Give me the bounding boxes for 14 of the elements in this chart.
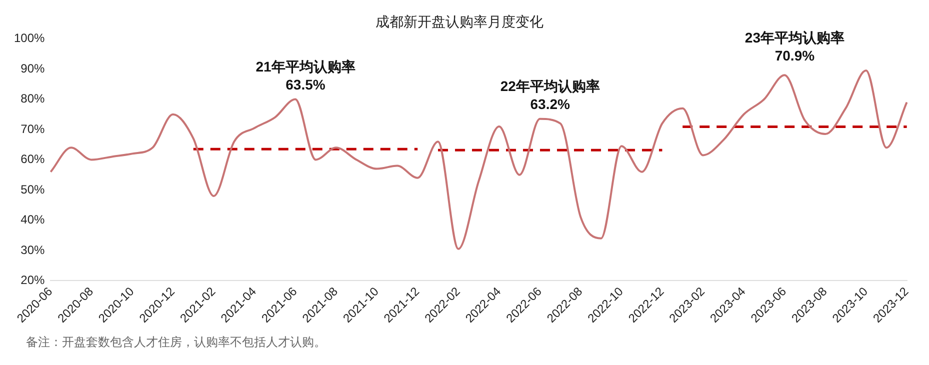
annotation: 21年平均认购率 63.5% bbox=[256, 58, 356, 92]
y-tick-label: 60% bbox=[20, 152, 46, 166]
y-tick-label: 20% bbox=[20, 272, 46, 287]
chart-title: 成都新开盘认购率月度变化 bbox=[376, 13, 544, 30]
y-tick-label: 100% bbox=[14, 31, 46, 46]
y-tick-label: 80% bbox=[20, 92, 46, 106]
y-tick-label: 70% bbox=[20, 122, 46, 136]
y-tick-label: 30% bbox=[20, 242, 46, 257]
y-tick-label: 90% bbox=[20, 61, 46, 76]
y-tick-label: 50% bbox=[20, 182, 46, 196]
y-tick-label: 40% bbox=[20, 212, 46, 227]
annotation: 22年平均认购率 63.2% bbox=[500, 78, 600, 112]
annotation: 23年平均认购率 70.9% bbox=[744, 30, 844, 64]
text: 备注：开盘套数包含人才住房，认购率不包括人才认购。 bbox=[25, 334, 327, 351]
